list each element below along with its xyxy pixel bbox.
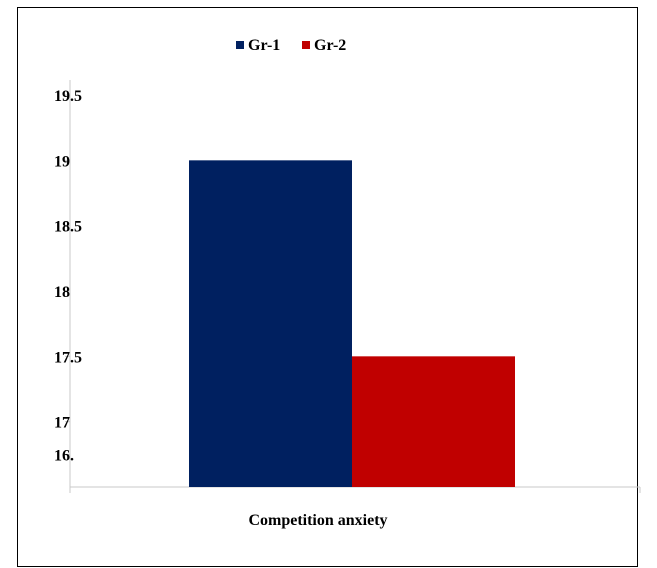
bar-gr-1 bbox=[189, 160, 352, 488]
y-tick-label: 19 bbox=[54, 153, 70, 170]
y-tick-label: 16. bbox=[54, 447, 74, 464]
category-label: Competition anxiety bbox=[248, 512, 387, 529]
bars bbox=[189, 160, 515, 488]
y-axis: 19.5 19 18.5 18 17.5 17 16. bbox=[54, 80, 82, 487]
bar-gr-2 bbox=[352, 356, 515, 487]
x-axis bbox=[69, 486, 641, 493]
legend: Gr-1 Gr-2 bbox=[236, 37, 346, 54]
legend-label-gr-2: Gr-2 bbox=[314, 37, 346, 54]
legend-swatch-gr-2 bbox=[302, 41, 310, 49]
y-tick-label: 18 bbox=[54, 284, 70, 301]
legend-swatch-gr-1 bbox=[236, 41, 244, 49]
category-labels: Competition anxiety bbox=[248, 512, 387, 529]
y-tick-label: 17 bbox=[54, 415, 70, 432]
y-tick-label: 19.5 bbox=[54, 88, 82, 105]
y-tick-label: 18.5 bbox=[54, 219, 82, 236]
legend-label-gr-1: Gr-1 bbox=[248, 37, 280, 54]
y-tick-label: 17.5 bbox=[54, 349, 82, 366]
